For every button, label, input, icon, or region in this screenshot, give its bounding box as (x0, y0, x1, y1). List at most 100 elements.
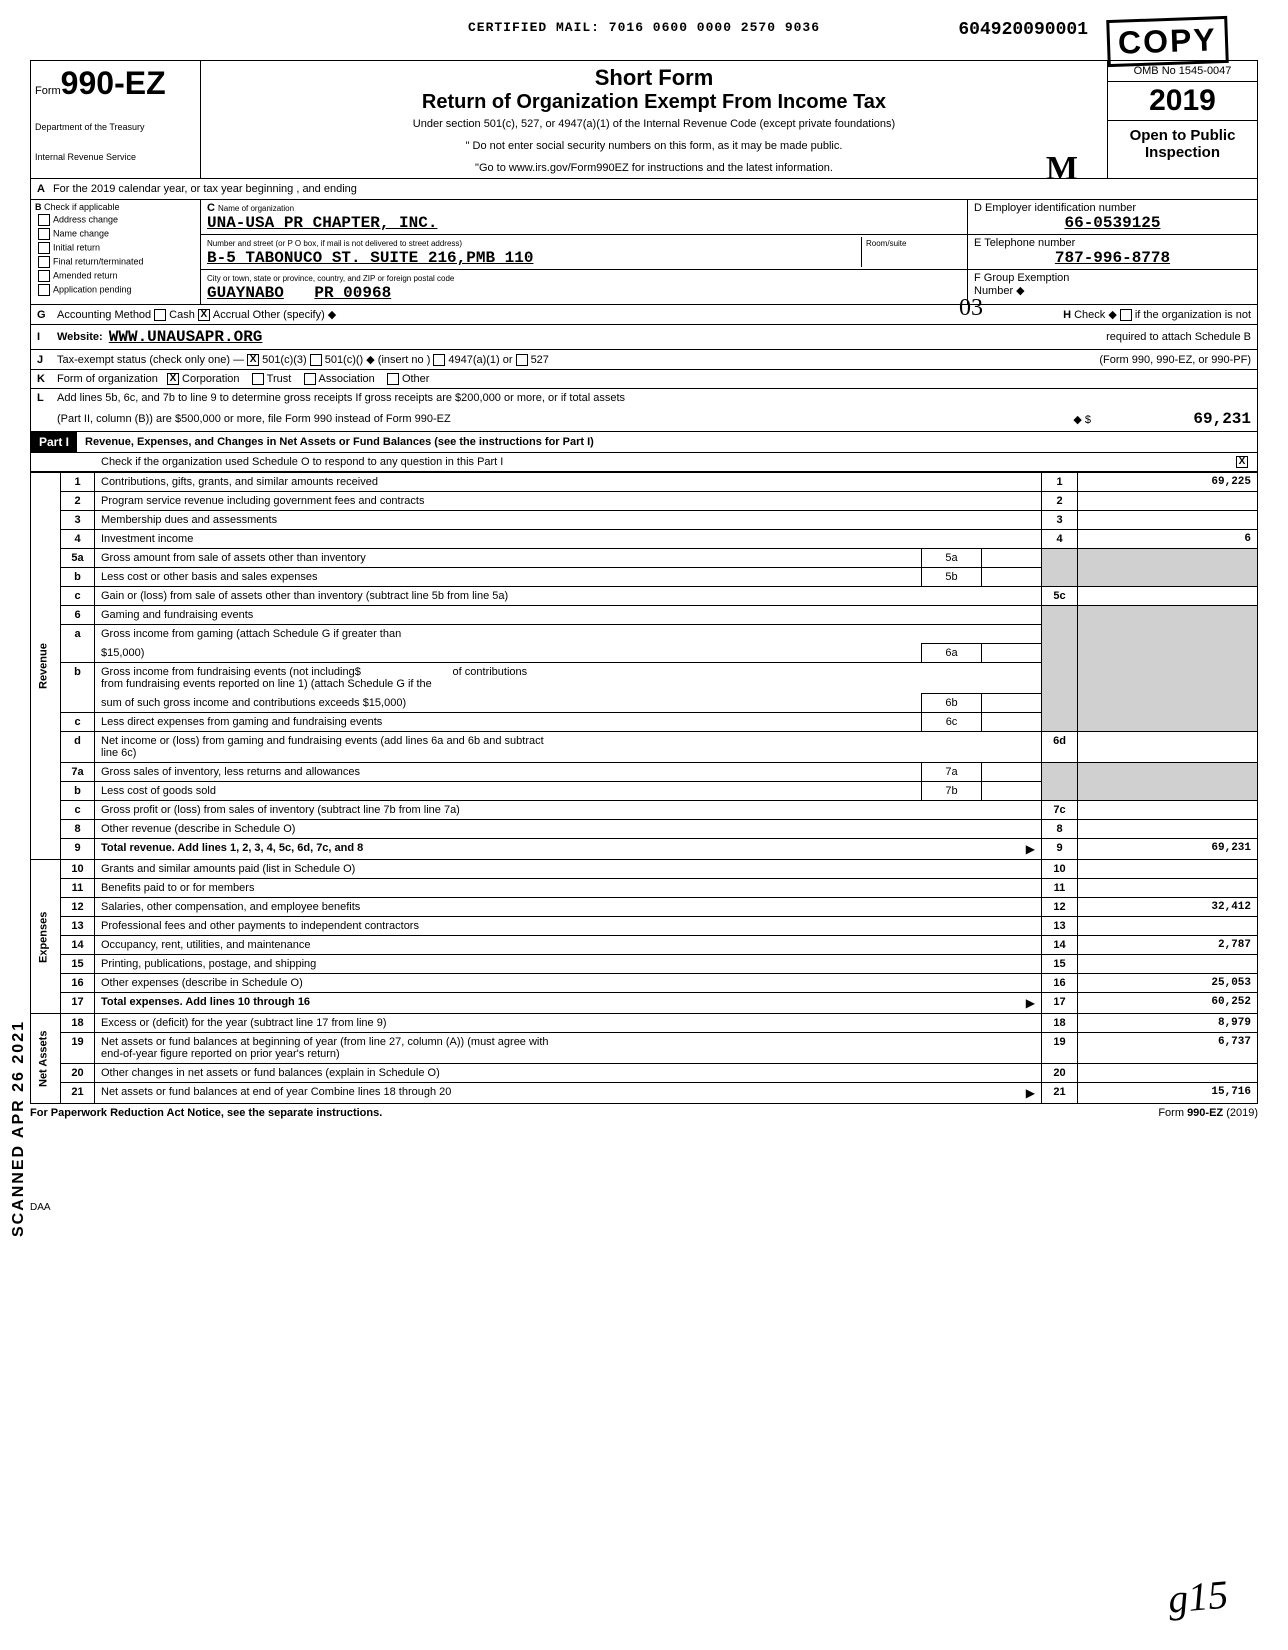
cb-accrual[interactable]: X (198, 309, 210, 321)
j-opt4: 527 (531, 354, 549, 366)
col-c-letter: C (207, 202, 215, 214)
line14-amount: 2,787 (1078, 936, 1258, 955)
revenue-side-label: Revenue (31, 473, 61, 860)
line6b-num: b (61, 663, 95, 713)
line11-num: 11 (61, 879, 95, 898)
cb-cash[interactable] (154, 309, 166, 321)
cb-527[interactable] (516, 354, 528, 366)
note-website: "Go to www.irs.gov/Form990EZ for instruc… (209, 162, 1099, 174)
other-lbl: Other (specify) ◆ (253, 308, 337, 321)
i-letter: I (37, 331, 57, 343)
part1-desc: Revenue, Expenses, and Changes in Net As… (85, 436, 594, 448)
dept-irs: Internal Revenue Service (35, 152, 196, 162)
line7a-miniv (982, 763, 1042, 782)
org-city: GUAYNABO (207, 284, 284, 302)
line21-desc: Net assets or fund balances at end of ye… (95, 1083, 1042, 1104)
line6-num: 6 (61, 606, 95, 625)
k-opt4: Other (402, 373, 430, 385)
line19-num: 19 (61, 1033, 95, 1064)
line6c-mini: 6c (922, 713, 982, 732)
l-letter: L (37, 392, 57, 404)
col-b: B Check if applicable Address change Nam… (31, 200, 201, 304)
header-right: OMB No 1545-0047 2019 Open to Public Ins… (1107, 61, 1257, 178)
cb-name[interactable] (38, 228, 50, 240)
cb-4947[interactable] (433, 354, 445, 366)
line6a-desc: Gross income from gaming (attach Schedul… (95, 625, 1042, 644)
line5a-miniv (982, 549, 1042, 568)
line7b-mini: 7b (922, 782, 982, 801)
line8-num: 8 (61, 820, 95, 839)
line12-amount: 32,412 (1078, 898, 1258, 917)
h-text2: if the organization is not (1135, 309, 1251, 321)
cb-schedule-o[interactable]: X (1236, 456, 1248, 468)
line10-desc: Grants and similar amounts paid (list in… (95, 860, 1042, 879)
line2-desc: Program service revenue including govern… (95, 492, 1042, 511)
line6c-miniv (982, 713, 1042, 732)
line12-desc: Salaries, other compensation, and employ… (95, 898, 1042, 917)
line20-box: 20 (1042, 1064, 1078, 1083)
cb-amended[interactable] (38, 270, 50, 282)
line5a-desc: Gross amount from sale of assets other t… (95, 549, 922, 568)
addr-label: Number and street (or P O box, if mail i… (207, 239, 462, 248)
cb-other-org[interactable] (387, 373, 399, 385)
line6c-desc: Less direct expenses from gaming and fun… (95, 713, 922, 732)
open-public-1: Open to Public (1114, 127, 1251, 144)
cb-assoc[interactable] (304, 373, 316, 385)
part1-label: Part I (31, 432, 77, 452)
cb-501c[interactable] (310, 354, 322, 366)
phone-value: 787-996-8778 (1055, 249, 1170, 267)
row-l-2: (Part II, column (B)) are $500,000 or mo… (30, 407, 1258, 432)
line12-num: 12 (61, 898, 95, 917)
line19-amount: 6,737 (1078, 1033, 1258, 1064)
line3-box: 3 (1042, 511, 1078, 530)
cb-initial[interactable] (38, 242, 50, 254)
line1-amount: 69,225 (1078, 473, 1258, 492)
line7c-amount (1078, 801, 1258, 820)
row-j: J Tax-exempt status (check only one) — X… (30, 350, 1258, 370)
j-opt2b: ) ◆ (insert no ) (360, 353, 431, 366)
line21-box: 21 (1042, 1083, 1078, 1104)
daa-mark: DAA (30, 1202, 1258, 1213)
cb-corp[interactable]: X (167, 373, 179, 385)
row-k: K Form of organization XCorporation Trus… (30, 370, 1258, 389)
line1-num: 1 (61, 473, 95, 492)
line5b-mini: 5b (922, 568, 982, 587)
line15-desc: Printing, publications, postage, and shi… (95, 955, 1042, 974)
cb-final[interactable] (38, 256, 50, 268)
line6b-desc: Gross income from fundraising events (no… (95, 663, 1042, 694)
line15-num: 15 (61, 955, 95, 974)
cb-h[interactable] (1120, 309, 1132, 321)
received-stamp: SCANNED APR 26 2021 (10, 1020, 28, 1237)
j-label: Tax-exempt status (check only one) — (57, 354, 244, 366)
cb-trust[interactable] (252, 373, 264, 385)
k-opt1: Corporation (182, 373, 239, 385)
form-prefix: Form (35, 85, 61, 97)
line6d-desc: Net income or (loss) from gaming and fun… (95, 732, 1042, 763)
cb-501c3[interactable]: X (247, 354, 259, 366)
row-a-text: For the 2019 calendar year, or tax year … (53, 183, 357, 195)
doc-number: 604920090001 (958, 20, 1088, 40)
footer-left: For Paperwork Reduction Act Notice, see … (30, 1107, 382, 1119)
line17-num: 17 (61, 993, 95, 1014)
line12-box: 12 (1042, 898, 1078, 917)
netassets-side-label: Net Assets (31, 1014, 61, 1104)
cb-name-lbl: Name change (53, 228, 109, 238)
line10-amount (1078, 860, 1258, 879)
cb-address[interactable] (38, 214, 50, 226)
lines-table: Revenue 1 Contributions, gifts, grants, … (30, 472, 1258, 1104)
h-text4: (Form 990, 990-EZ, or 990-PF) (1099, 354, 1251, 366)
footer: For Paperwork Reduction Act Notice, see … (30, 1104, 1258, 1122)
group-exempt-label: F Group Exemption (974, 272, 1069, 284)
g-label: Accounting Method (57, 309, 151, 321)
line6a-miniv (982, 644, 1042, 663)
k-opt2: Trust (267, 373, 292, 385)
line6-shaded (1042, 606, 1078, 732)
line16-amount: 25,053 (1078, 974, 1258, 993)
line1-desc: Contributions, gifts, grants, and simila… (95, 473, 1042, 492)
line3-desc: Membership dues and assessments (95, 511, 1042, 530)
copy-stamp: COPY (1107, 16, 1229, 67)
handwritten-03: 03 (959, 295, 983, 322)
line7b-desc: Less cost of goods sold (95, 782, 922, 801)
line13-num: 13 (61, 917, 95, 936)
cb-pending[interactable] (38, 284, 50, 296)
